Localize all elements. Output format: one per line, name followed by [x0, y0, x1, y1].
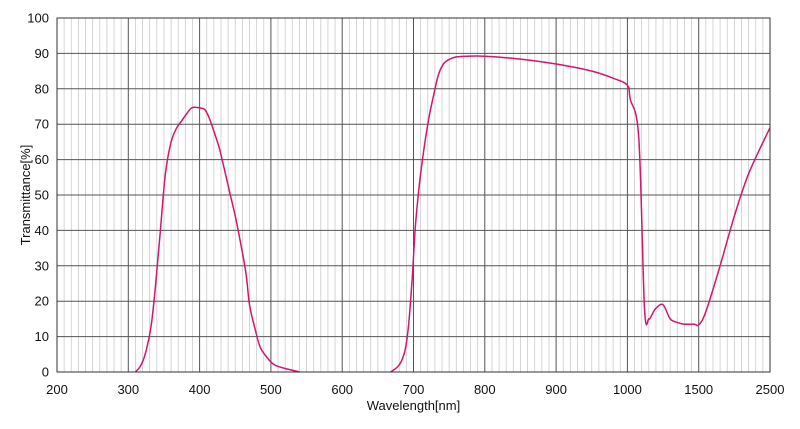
y-tick-labels: 0 10 20 30 40 50 60 70 80 90 100 — [27, 11, 49, 380]
x-tick-label: 2500 — [756, 382, 785, 397]
plot-border — [56, 17, 771, 373]
y-tick-label: 100 — [27, 11, 49, 26]
y-tick-label: 10 — [35, 329, 49, 344]
x-tick-label: 1500 — [684, 382, 713, 397]
y-tick-label: 70 — [35, 117, 49, 132]
x-axis-title: Wavelength[nm] — [367, 398, 460, 413]
y-tick-label: 0 — [42, 365, 49, 380]
y-tick-label: 20 — [35, 294, 49, 309]
x-tick-label: 500 — [260, 382, 282, 397]
y-tick-label: 50 — [35, 188, 49, 203]
major-gridlines — [57, 18, 770, 372]
x-tick-label: 1000 — [613, 382, 642, 397]
y-tick-label: 30 — [35, 258, 49, 273]
x-tick-labels: 200 300 400 500 600 700 800 900 1000 1500 2500 — [46, 382, 784, 397]
y-tick-label: 60 — [35, 152, 49, 167]
x-tick-label: 200 — [46, 382, 68, 397]
y-tick-label: 40 — [35, 223, 49, 238]
y-tick-label: 90 — [35, 46, 49, 61]
transmittance-curve-1 — [134, 106, 300, 373]
y-axis-title: Transmittance[%] — [18, 145, 33, 246]
x-tick-label: 600 — [331, 382, 353, 397]
x-tick-label: 900 — [545, 382, 567, 397]
y-tick-label: 80 — [35, 81, 49, 96]
x-tick-label: 700 — [403, 382, 425, 397]
transmittance-curve-2 — [390, 55, 771, 373]
x-tick-label: 800 — [474, 382, 496, 397]
series-layer — [134, 55, 771, 373]
x-tick-label: 400 — [189, 382, 211, 397]
x-tick-label: 300 — [117, 382, 139, 397]
